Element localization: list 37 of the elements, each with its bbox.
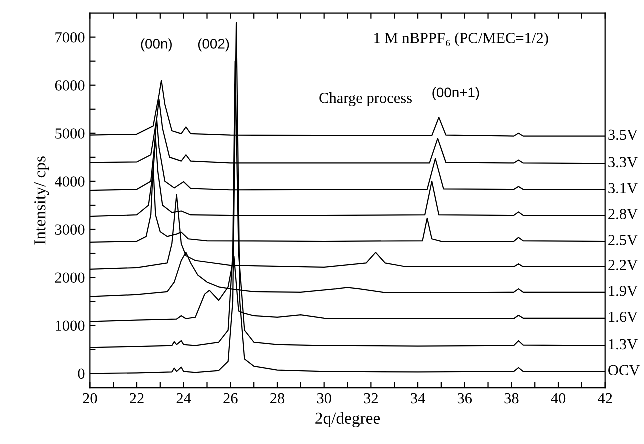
x-tick-label: 40 <box>551 393 566 404</box>
x-tick-label: 20 <box>83 393 98 404</box>
y-tick-label: 5000 <box>56 128 85 139</box>
x-tick-label: 28 <box>270 393 285 404</box>
annotation: (00n+1) <box>432 87 480 100</box>
x-tick-label: 34 <box>411 393 426 404</box>
y-tick-label: 7000 <box>56 32 85 43</box>
series-label: 1.6V <box>609 312 638 322</box>
x-tick-label: 36 <box>458 393 472 404</box>
series-label: 1.3V <box>609 339 638 350</box>
annotation: Charge process <box>320 92 412 106</box>
series-label: 3.5V <box>608 130 638 140</box>
series-label: OCV <box>608 365 640 376</box>
x-tick-label: 38 <box>504 393 519 404</box>
x-tick-label: 22 <box>130 393 144 404</box>
series-label: 3.1V <box>608 183 638 194</box>
series-label: 1.9V <box>609 286 638 296</box>
x-tick-label: 24 <box>176 393 192 404</box>
y-tick-label: 6000 <box>55 80 85 91</box>
y-tick-label: 4000 <box>55 176 85 187</box>
series-label: 3.3V <box>608 157 638 168</box>
x-tick-label: 26 <box>224 393 238 404</box>
y-axis-title: Intensity/ cps <box>34 156 50 245</box>
y-tick-label: 0 <box>78 368 85 380</box>
series-label: 2.5V <box>608 235 638 246</box>
x-tick-label: 42 <box>598 393 612 404</box>
annotation: (00n) <box>141 38 172 52</box>
x-axis-title: 2q/degree <box>316 412 380 428</box>
series-label: 2.2V <box>608 260 638 270</box>
y-tick-label: 1000 <box>56 320 85 332</box>
y-tick-label: 3000 <box>55 224 85 235</box>
series-label: 2.8V <box>608 209 638 220</box>
annotation: (002) <box>198 38 230 52</box>
text: 1 M nBPPF₆ (PC/MEC=1/2) <box>374 32 548 46</box>
x-tick-label: 30 <box>317 393 332 404</box>
x-tick-label: 32 <box>364 393 378 404</box>
y-tick-label: 2000 <box>55 272 85 284</box>
